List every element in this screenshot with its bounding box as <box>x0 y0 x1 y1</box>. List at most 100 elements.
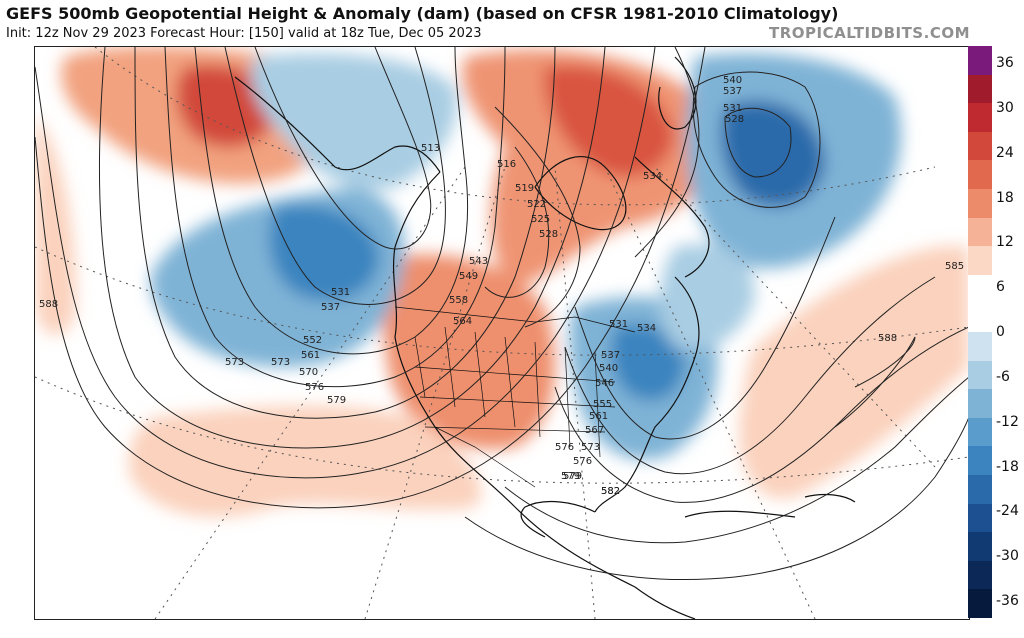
colorbar-segment <box>968 303 992 333</box>
longitude-line <box>364 166 506 619</box>
contour <box>564 276 936 475</box>
contour-label: 579 <box>563 471 582 482</box>
contour <box>464 416 969 580</box>
brand-watermark: TROPICALTIDBITS.COM <box>769 24 970 42</box>
longitude-line <box>154 166 466 619</box>
contour-label: 555 <box>593 399 612 410</box>
contour <box>35 47 706 509</box>
contour-label: 531 <box>609 319 628 330</box>
contour <box>134 47 556 419</box>
colorbar-segment <box>968 360 992 390</box>
colorbar-label: 30 <box>996 99 1014 116</box>
contour <box>224 47 446 305</box>
colorbar-label: -36 <box>996 593 1019 609</box>
contour-label: 552 <box>303 335 322 346</box>
contour-label: 528 <box>539 229 558 240</box>
contour-label: 531 <box>331 287 350 298</box>
contour-label: 531 <box>723 103 742 114</box>
colorbar-segment <box>968 503 992 533</box>
contour-label: 576 <box>555 442 574 453</box>
contour-label: 588 <box>878 333 897 344</box>
contour-label: 537 <box>321 302 340 313</box>
contour <box>494 106 581 328</box>
contour-label: 516 <box>497 159 516 170</box>
colorbar-segment <box>968 589 992 619</box>
positive-anomaly-subtropical-pacific <box>128 405 482 517</box>
state-borders <box>394 306 636 488</box>
colorbar-segment <box>968 246 992 276</box>
colorbar-segment <box>968 74 992 104</box>
contour-label: 546 <box>595 378 614 389</box>
contour-label: 561 <box>301 350 320 361</box>
contour-label: 537 <box>723 86 742 97</box>
contour-label: 561 <box>589 411 608 422</box>
east-coast <box>594 276 700 513</box>
contour <box>194 47 468 355</box>
negative-anomaly-atlantic-trough <box>660 244 755 350</box>
contour-label: 573 <box>271 357 290 368</box>
colorbar-segment <box>968 217 992 247</box>
contour-label: 540 <box>723 75 742 86</box>
contour-labels: 585 588 588 582 579 576 573 531 537 552 … <box>39 75 964 497</box>
colorbar-segment <box>968 46 992 76</box>
contour <box>504 376 969 544</box>
alaska-coast <box>234 76 441 173</box>
contour-label: 522 <box>527 199 546 210</box>
us-canada-border <box>394 306 636 333</box>
colorbar-label: 24 <box>996 144 1014 161</box>
contour-label: 537 <box>601 350 620 361</box>
colorbar-label: 18 <box>996 189 1014 206</box>
hispaniola <box>804 493 856 503</box>
contour <box>35 47 656 479</box>
colorbar-label: 36 <box>996 55 1014 71</box>
colorbar-segment <box>968 160 992 190</box>
gulf-coast <box>520 501 596 538</box>
anomaly-shading <box>35 47 969 517</box>
colorbar-label: 0 <box>996 324 1005 340</box>
graticule <box>35 47 969 619</box>
colorbar-segment <box>968 103 992 133</box>
negative-anomaly-eastern-us-core <box>611 324 685 401</box>
height-anomaly-map: 585 588 588 582 579 576 573 531 537 552 … <box>35 47 969 619</box>
contour-label: 543 <box>469 256 488 267</box>
negative-anomaly-northeast-pacific-core <box>269 204 380 301</box>
contour <box>724 107 792 178</box>
contour-label: 534 <box>637 323 656 334</box>
chart-subtitle: Init: 12z Nov 29 2023 Forecast Hour: [15… <box>6 26 482 41</box>
positive-anomaly-west-pacific <box>35 117 76 336</box>
contour-label: 564 <box>453 316 472 327</box>
anomaly-colorbar <box>968 46 992 619</box>
colorbar-segment <box>968 131 992 161</box>
colorbar-segment <box>968 446 992 476</box>
contour-label: 519 <box>515 183 534 194</box>
map-panel: 585 588 588 582 579 576 573 531 537 552 … <box>34 46 970 620</box>
contour-label: 585 <box>945 261 964 272</box>
colorbar-segment <box>968 389 992 419</box>
contour-label: 576 <box>305 382 324 393</box>
colorbar-label: 12 <box>996 234 1014 251</box>
contour-label: 549 <box>459 271 478 282</box>
negative-anomaly-alaska <box>251 53 457 189</box>
negative-anomaly-north-atlantic-core <box>721 100 825 207</box>
colorbar-label: -24 <box>996 503 1019 520</box>
contour-label: 525 <box>531 214 550 225</box>
contour-label: 588 <box>39 299 58 310</box>
greenland-coast <box>658 56 697 130</box>
us-mexico-border <box>434 426 536 488</box>
contour <box>164 47 506 388</box>
colorbar-label: -6 <box>996 368 1010 385</box>
contour <box>484 146 550 298</box>
contour-label: 567 <box>585 425 604 436</box>
colorbar-segment <box>968 560 992 590</box>
contour-label: 582 <box>601 486 620 497</box>
colorbar-segment <box>968 532 992 562</box>
contour <box>692 71 821 208</box>
contour-label: 570 <box>299 367 318 378</box>
contour-label: 582 <box>601 486 620 497</box>
colorbar-segment <box>968 189 992 219</box>
contour <box>574 216 836 440</box>
state-lines <box>414 326 616 458</box>
colorbar-label: -18 <box>996 458 1019 475</box>
contour-label: 540 <box>599 363 618 374</box>
chart-title: GEFS 500mb Geopotential Height & Anomaly… <box>6 4 839 23</box>
